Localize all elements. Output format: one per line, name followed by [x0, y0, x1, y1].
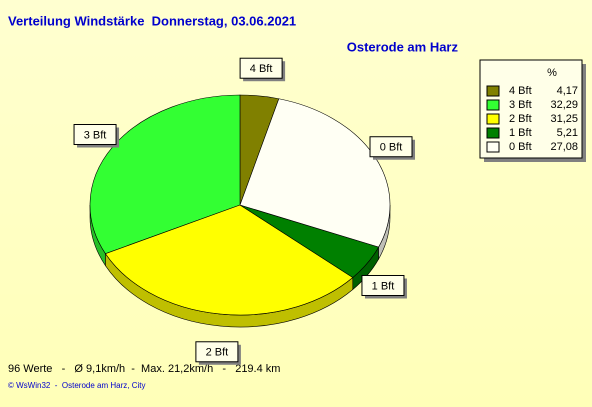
legend-value: 31,25	[550, 113, 578, 125]
label-box	[73, 124, 117, 146]
legend-swatch	[486, 127, 500, 139]
slice-label: 0 Bft	[380, 142, 403, 154]
legend-label: 1 Bft	[509, 127, 532, 139]
legend-value: 27,08	[550, 141, 578, 153]
chart-subtitle: Osterode am Harz	[347, 39, 459, 54]
legend-label: 4 Bft	[509, 85, 532, 97]
legend-swatch	[486, 141, 500, 153]
legend-value: 4,17	[557, 85, 578, 97]
legend-swatch	[486, 113, 500, 125]
legend-value: 5,21	[557, 127, 578, 139]
slice-label: 2 Bft	[206, 347, 229, 359]
legend-label: 3 Bft	[509, 99, 532, 111]
label-box	[239, 57, 283, 79]
chart-title: Verteilung Windstärke Donnerstag, 03.06.…	[8, 13, 296, 28]
slice	[105, 204, 354, 316]
legend-label: 0 Bft	[509, 141, 532, 153]
label-box	[369, 136, 413, 158]
label-box	[195, 341, 239, 363]
label-box	[361, 274, 405, 296]
legend-label: 2 Bft	[509, 113, 532, 125]
legend-value: 32,29	[550, 99, 578, 111]
slice-label: 1 Bft	[372, 280, 395, 292]
slice-label: 4 Bft	[250, 63, 273, 75]
slice-label: 3 Bft	[84, 129, 107, 141]
legend-header: %	[547, 67, 557, 79]
footer: 96 Werte - Ø 9,1km/h - Max. 21,2km/h - 2…	[8, 363, 280, 375]
legend-swatch	[486, 85, 500, 97]
legend-swatch	[486, 99, 500, 111]
credit: © WsWin32 - Osterode am Harz, City	[8, 381, 145, 390]
